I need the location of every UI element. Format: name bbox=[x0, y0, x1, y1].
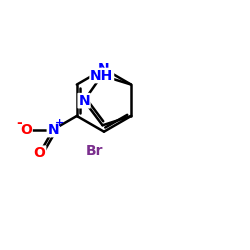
Text: Br: Br bbox=[86, 144, 103, 158]
Text: O: O bbox=[34, 146, 46, 160]
Text: -: - bbox=[16, 116, 22, 130]
Text: N: N bbox=[98, 62, 110, 76]
Text: +: + bbox=[55, 118, 64, 128]
Text: NH: NH bbox=[90, 68, 114, 82]
Text: N: N bbox=[48, 122, 59, 136]
Text: O: O bbox=[20, 122, 32, 136]
Text: N: N bbox=[78, 94, 90, 108]
